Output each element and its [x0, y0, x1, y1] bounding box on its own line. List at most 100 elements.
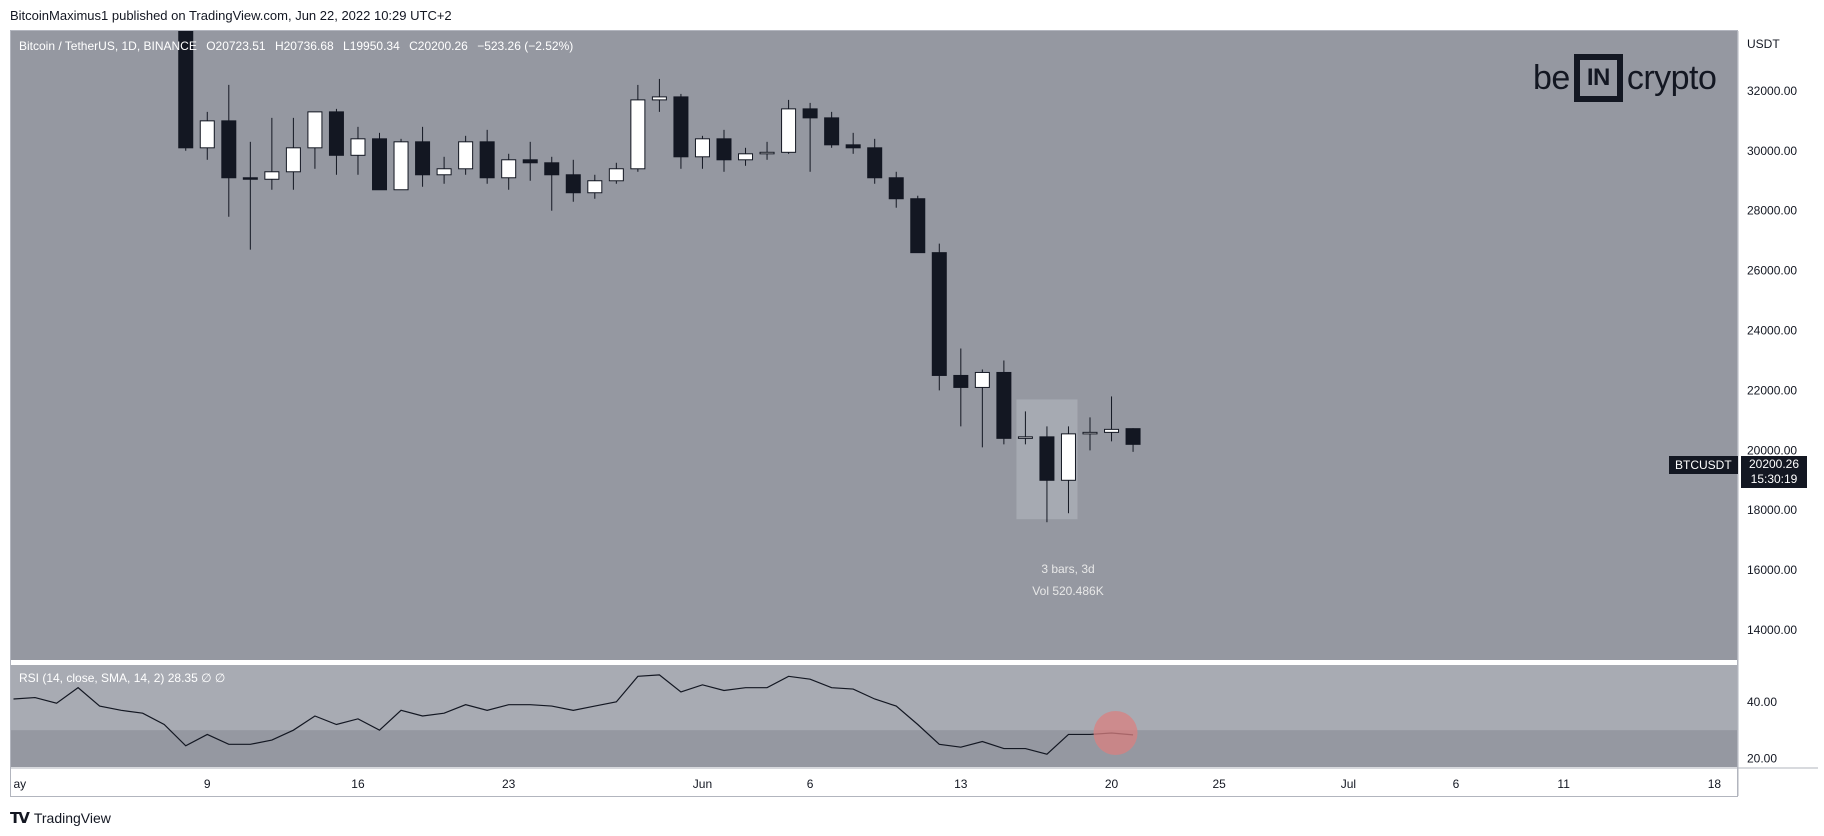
low-label: L: [343, 39, 350, 53]
rsi-legend[interactable]: RSI (14, close, SMA, 14, 2) 28.35 ∅ ∅: [19, 671, 226, 685]
candle-up: [608, 168, 624, 182]
candle-down: [673, 96, 689, 158]
candle-up: [393, 141, 409, 191]
time-tick-label: Jul: [1341, 777, 1356, 791]
high-value: 20736.68: [283, 39, 334, 53]
candle-down: [931, 252, 947, 376]
price-tick-label: 16000.00: [1747, 563, 1797, 577]
candle-up: [199, 120, 215, 149]
time-tick-label: 18: [1708, 777, 1722, 791]
price-tick-label: 14000.00: [1747, 623, 1797, 637]
candle-down: [802, 108, 818, 119]
candle-down: [867, 147, 883, 179]
price-tick-label: 28000.00: [1747, 204, 1797, 218]
time-tick-label: 6: [1453, 777, 1460, 791]
price-tick-label: 32000.00: [1747, 84, 1797, 98]
candle-down: [888, 177, 904, 200]
candle-down: [565, 174, 581, 194]
rsi-tick-label: 40.00: [1747, 695, 1777, 709]
symbol-legend: Bitcoin / TetherUS, 1D, BINANCE O20723.5…: [19, 39, 573, 53]
range-vol-label: Vol 520.486K: [1032, 584, 1104, 598]
price-tick-label: 24000.00: [1747, 324, 1797, 338]
time-tick-label: 9: [204, 777, 211, 791]
price-pane-bg: [11, 31, 1737, 660]
candle-down: [522, 159, 538, 164]
price-tick-label: 26000.00: [1747, 264, 1797, 278]
range-bars-label: 3 bars, 3d: [1041, 562, 1095, 576]
candle-up: [759, 151, 775, 155]
candle-down: [996, 371, 1012, 439]
candle-up: [350, 138, 366, 156]
candle-up: [630, 99, 646, 170]
rsi-line: [13, 674, 1134, 755]
candle-up: [1017, 436, 1033, 439]
open-value: 20723.51: [215, 39, 266, 53]
axis-currency: USDT: [1747, 37, 1780, 51]
price-tick-label: 30000.00: [1747, 144, 1797, 158]
candle-up: [1082, 431, 1098, 435]
candle-up: [285, 147, 301, 173]
logo-box: IN: [1573, 54, 1623, 102]
candle-down: [1039, 436, 1055, 481]
time-tick-label: 13: [954, 777, 968, 791]
candle-down: [242, 177, 258, 180]
candle-down: [824, 117, 840, 146]
candle-up: [1060, 433, 1076, 481]
logo-pre: be: [1533, 58, 1570, 97]
last-price: 20200.26: [1748, 457, 1800, 471]
candle-down: [479, 141, 495, 179]
time-tick-label: 11: [1557, 777, 1570, 791]
time-tick-label: Jun: [693, 777, 712, 791]
candle-down: [221, 120, 237, 179]
candle-down: [544, 162, 560, 176]
close-value: 20200.26: [417, 39, 468, 53]
candle-up: [651, 96, 667, 101]
candle-down: [910, 198, 926, 254]
bar-countdown: 15:30:19: [1750, 472, 1798, 486]
logo-post: crypto: [1626, 58, 1717, 97]
last-price-tag: 20200.26 15:30:19: [1741, 456, 1807, 488]
rsi-tick-label: 20.00: [1747, 752, 1777, 766]
candle-down: [1125, 428, 1141, 445]
close-label: C: [409, 39, 418, 53]
candle-up: [738, 153, 754, 161]
candle-up: [694, 138, 710, 158]
candle-down: [178, 31, 194, 149]
footer-brand: TradingView: [33, 810, 111, 826]
time-tick-label: 6: [807, 777, 814, 791]
open-label: O: [206, 39, 216, 53]
time-tick-label: 25: [1213, 777, 1227, 791]
candle-down: [415, 141, 431, 176]
symbol-price-tag: BTCUSDT: [1669, 456, 1738, 474]
candle-down: [953, 374, 969, 388]
candle-up: [307, 111, 323, 149]
candle-up: [781, 108, 797, 153]
symbol-name[interactable]: Bitcoin / TetherUS, 1D, BINANCE: [19, 39, 197, 53]
time-tick-label: 20: [1105, 777, 1119, 791]
price-tick-label: 22000.00: [1747, 383, 1797, 397]
rsi-band: [11, 665, 1737, 731]
beincrypto-logo: be IN crypto: [1533, 50, 1717, 106]
candle-up: [587, 180, 603, 194]
tradingview-logo-icon: 𝗧𝗩: [10, 810, 30, 827]
price-tick-label: 20000.00: [1747, 443, 1797, 457]
candle-down: [845, 144, 861, 149]
candle-up: [974, 371, 990, 388]
candle-down: [372, 138, 388, 191]
candle-up: [501, 159, 517, 179]
time-tick-label: 16: [351, 777, 365, 791]
rsi-highlight-circle: [1093, 711, 1138, 755]
time-tick-label: 23: [502, 777, 516, 791]
candles-group: [178, 31, 1141, 523]
candle-up: [1104, 428, 1120, 433]
time-tick-label: ay: [14, 777, 27, 791]
low-value: 19950.34: [349, 39, 400, 53]
change-value: −523.26 (−2.52%): [477, 39, 574, 53]
high-label: H: [274, 39, 284, 53]
candle-up: [458, 141, 474, 170]
footer[interactable]: 𝗧𝗩 TradingView: [10, 809, 111, 827]
candle-down: [716, 138, 732, 161]
candle-down: [328, 111, 344, 156]
price-tick-label: 18000.00: [1747, 503, 1797, 517]
